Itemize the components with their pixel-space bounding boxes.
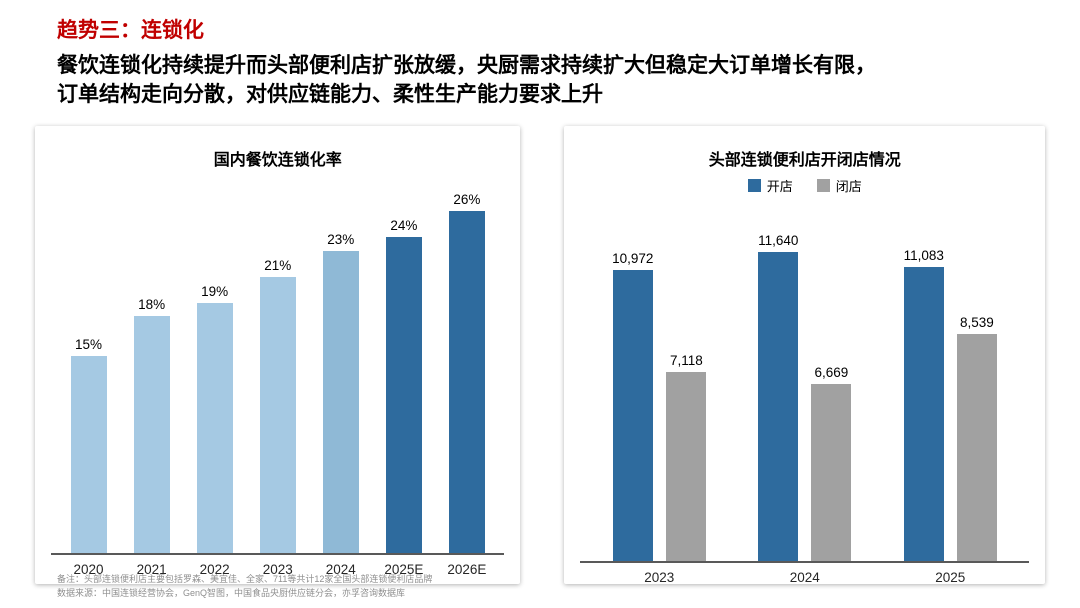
page-title: 趋势三：连锁化 xyxy=(57,19,204,42)
subtitle-line-1: 餐饮连锁化持续提升而头部便利店扩张放缓，央厨需求持续扩大但稳定大订单增长有限， xyxy=(57,54,876,77)
chart-plot-area: 10,972 7,118 11,640 6,669 11,083 8,539 xyxy=(580,195,1029,563)
legend-swatch xyxy=(747,178,761,192)
bar xyxy=(259,276,296,553)
x-axis-label: 2020 xyxy=(73,561,104,577)
x-axis-labels: 2023 2024 2025 xyxy=(580,570,1029,585)
bar-value-label: 6,669 xyxy=(814,364,849,380)
legend-swatch xyxy=(816,178,830,192)
bar-group: 23% xyxy=(309,232,372,553)
bar xyxy=(196,302,233,553)
subtitle-line-2: 订单结构走向分散，对供应链能力、柔性生产能力要求上升 xyxy=(57,83,603,107)
bar-group: 15% xyxy=(57,337,120,553)
chart-card-store-open-close: 头部连锁便利店开闭店情况 开店 闭店 10,972 7,118 11,640 6,669… xyxy=(564,125,1045,585)
legend-item: 闭店 xyxy=(816,176,862,195)
bar-value-label: 26% xyxy=(453,191,481,207)
bar-value-label: 8,539 xyxy=(959,314,994,330)
store-open-close-bar-chart: 10,972 7,118 11,640 6,669 11,083 8,539 2023 202… xyxy=(580,195,1029,585)
x-axis-label: 2025 xyxy=(935,569,966,585)
x-axis-label: 2024 xyxy=(789,569,820,585)
bar-group: 19% xyxy=(183,284,246,553)
chain-rate-bar-chart: 15% 18% 19% 21% 23% 24% 26% 2020 2021 2022 2023 202… xyxy=(51,172,505,577)
x-axis-label: 2025E xyxy=(384,561,424,577)
bar-value-label: 15% xyxy=(75,336,103,352)
bar xyxy=(903,266,944,561)
footnote: 备注：头部连锁便利店主要包括罗森、美宜佳、全家、711等共计12家全国头部连锁便… xyxy=(57,573,432,601)
x-axis-label: 2023 xyxy=(644,569,675,585)
x-axis-label: 2024 xyxy=(325,561,356,577)
x-axis-label: 2023 xyxy=(262,561,293,577)
bar-group: 18% xyxy=(120,297,183,553)
bar xyxy=(448,210,485,553)
bar-group: 21% xyxy=(246,258,309,553)
bar-value-label: 24% xyxy=(390,217,418,233)
legend-label: 闭店 xyxy=(835,178,862,194)
right-chart-title: 头部连锁便利店开闭店情况 xyxy=(708,151,901,169)
bar-group: 10,972 7,118 xyxy=(586,251,732,561)
bar xyxy=(133,315,170,553)
legend-item: 开店 xyxy=(747,176,793,195)
x-axis-labels: 2020 2021 2022 2023 2024 2025E 2026E xyxy=(51,562,504,577)
bar xyxy=(70,355,107,553)
header: 趋势三：连锁化 餐饮连锁化持续提升而头部便利店扩张放缓，央厨需求持续扩大但稳定大… xyxy=(0,12,1080,110)
bar-group: 26% xyxy=(435,192,498,553)
bar-value-label: 23% xyxy=(327,231,355,247)
bar xyxy=(385,236,422,553)
bar-value-label: 11,083 xyxy=(903,247,944,263)
charts-row: 国内餐饮连锁化率 15% 18% 19% 21% 23% 24% 26% 2020 2021 20… xyxy=(35,125,1045,585)
bar xyxy=(758,251,799,561)
bar-group: 11,083 8,539 xyxy=(877,248,1023,561)
x-axis-label: 2021 xyxy=(136,561,167,577)
bar-value-label: 7,118 xyxy=(669,352,703,368)
chart-legend: 开店 闭店 xyxy=(580,176,1029,195)
x-axis-label: 2022 xyxy=(199,561,230,577)
page-subtitle: 餐饮连锁化持续提升而头部便利店扩张放缓，央厨需求持续扩大但稳定大订单增长有限， … xyxy=(57,51,1044,110)
bar xyxy=(322,250,359,553)
chart-plot-area: 15% 18% 19% 21% 23% 24% 26% xyxy=(51,172,505,555)
bar-group: 11,640 6,669 xyxy=(732,233,878,561)
bar-group: 24% xyxy=(372,218,435,553)
x-axis-label: 2026E xyxy=(447,561,487,577)
footnote-line-2: 数据来源：中国连锁经营协会，GenQ智图，中国食品央厨供应链分会，亦孚咨询数据库 xyxy=(57,588,406,599)
left-chart-title: 国内餐饮连锁化率 xyxy=(213,151,342,169)
chart-card-chain-rate: 国内餐饮连锁化率 15% 18% 19% 21% 23% 24% 26% 2020 2021 20… xyxy=(35,125,521,584)
bar-value-label: 11,640 xyxy=(758,232,799,248)
bar xyxy=(666,371,707,561)
bar-value-label: 19% xyxy=(201,283,229,299)
footnote-line-1: 备注：头部连锁便利店主要包括罗森、美宜佳、全家、711等共计12家全国头部连锁便… xyxy=(57,574,433,585)
legend-label: 开店 xyxy=(766,178,793,194)
bar-value-label: 10,972 xyxy=(612,250,654,266)
bar xyxy=(811,383,852,561)
bar-value-label: 21% xyxy=(264,257,292,273)
bar xyxy=(956,333,997,561)
bar-value-label: 18% xyxy=(138,296,166,312)
bar xyxy=(612,269,653,561)
